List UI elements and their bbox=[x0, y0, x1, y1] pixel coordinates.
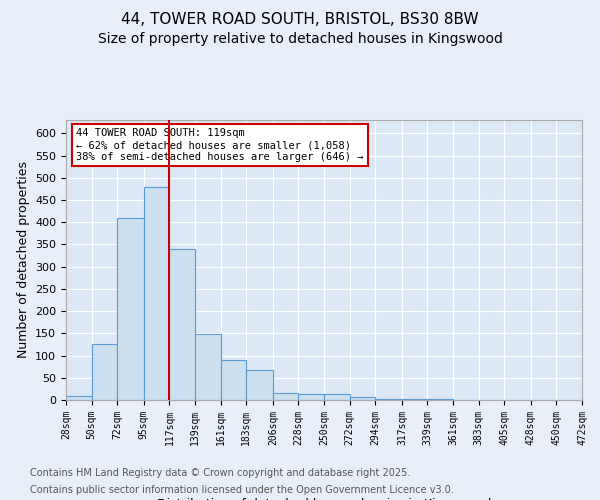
Bar bbox=[324, 394, 350, 400]
Text: Size of property relative to detached houses in Kingswood: Size of property relative to detached ho… bbox=[98, 32, 502, 46]
Bar bbox=[427, 398, 453, 400]
Bar bbox=[298, 394, 324, 400]
Text: 44 TOWER ROAD SOUTH: 119sqm
← 62% of detached houses are smaller (1,058)
38% of : 44 TOWER ROAD SOUTH: 119sqm ← 62% of det… bbox=[76, 128, 364, 162]
Bar bbox=[246, 370, 273, 400]
Bar bbox=[402, 399, 427, 400]
Bar bbox=[66, 396, 92, 400]
Text: Contains public sector information licensed under the Open Government Licence v3: Contains public sector information licen… bbox=[30, 485, 454, 495]
Text: Contains HM Land Registry data © Crown copyright and database right 2025.: Contains HM Land Registry data © Crown c… bbox=[30, 468, 410, 477]
Bar bbox=[375, 399, 402, 400]
Bar bbox=[144, 186, 169, 400]
Bar bbox=[350, 398, 375, 400]
Bar bbox=[117, 218, 144, 400]
Bar bbox=[195, 334, 221, 400]
Y-axis label: Number of detached properties: Number of detached properties bbox=[17, 162, 29, 358]
Bar bbox=[221, 360, 246, 400]
Bar bbox=[92, 344, 117, 400]
Text: 44, TOWER ROAD SOUTH, BRISTOL, BS30 8BW: 44, TOWER ROAD SOUTH, BRISTOL, BS30 8BW bbox=[121, 12, 479, 28]
Bar bbox=[169, 249, 195, 400]
X-axis label: Distribution of detached houses by size in Kingswood: Distribution of detached houses by size … bbox=[157, 498, 491, 500]
Bar bbox=[273, 394, 298, 400]
